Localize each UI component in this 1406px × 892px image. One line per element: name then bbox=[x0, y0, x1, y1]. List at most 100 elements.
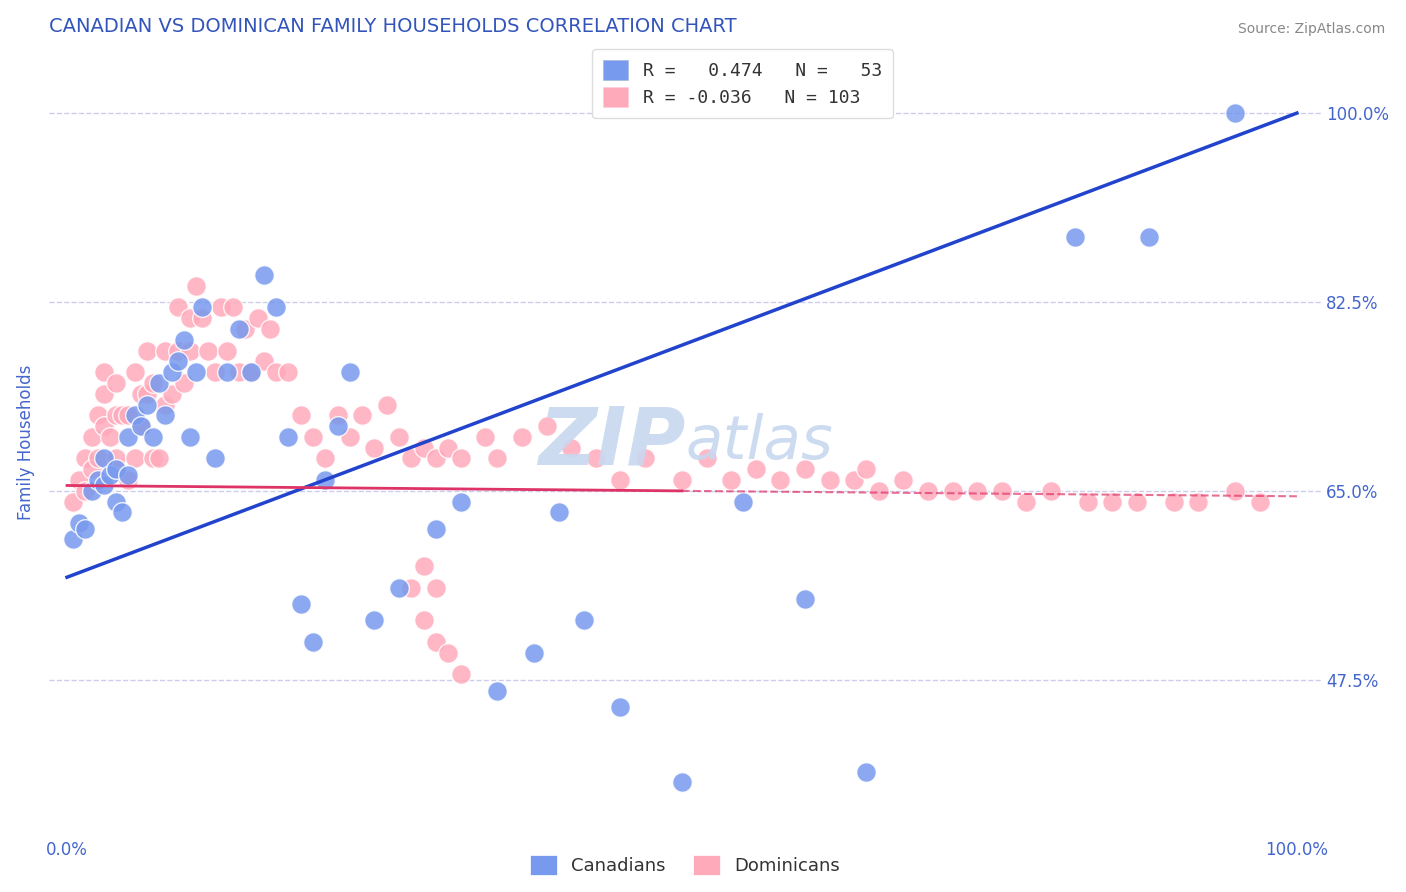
Point bbox=[215, 365, 238, 379]
Point bbox=[80, 462, 103, 476]
Point bbox=[87, 473, 110, 487]
Point bbox=[166, 301, 188, 315]
Point bbox=[228, 365, 250, 379]
Point bbox=[148, 376, 170, 390]
Point bbox=[93, 451, 115, 466]
Point bbox=[179, 430, 201, 444]
Point bbox=[314, 473, 336, 487]
Point bbox=[117, 467, 139, 482]
Point bbox=[412, 441, 434, 455]
Point bbox=[917, 483, 939, 498]
Point bbox=[142, 430, 165, 444]
Point bbox=[891, 473, 914, 487]
Point bbox=[437, 646, 460, 660]
Point bbox=[80, 483, 103, 498]
Point bbox=[105, 409, 128, 423]
Point bbox=[474, 430, 496, 444]
Point bbox=[339, 365, 361, 379]
Point bbox=[437, 441, 460, 455]
Point bbox=[191, 311, 214, 326]
Point bbox=[155, 398, 177, 412]
Point bbox=[941, 483, 963, 498]
Point bbox=[290, 597, 312, 611]
Point bbox=[264, 365, 287, 379]
Point bbox=[142, 376, 165, 390]
Point bbox=[671, 775, 693, 789]
Point bbox=[352, 409, 374, 423]
Text: CANADIAN VS DOMINICAN FAMILY HOUSEHOLDS CORRELATION CHART: CANADIAN VS DOMINICAN FAMILY HOUSEHOLDS … bbox=[49, 17, 737, 36]
Point bbox=[105, 462, 128, 476]
Point bbox=[142, 451, 165, 466]
Point bbox=[124, 451, 146, 466]
Point bbox=[67, 516, 90, 531]
Point bbox=[75, 522, 97, 536]
Point bbox=[1137, 230, 1160, 244]
Point bbox=[62, 533, 84, 547]
Point bbox=[264, 301, 287, 315]
Point bbox=[855, 764, 877, 779]
Point bbox=[117, 473, 139, 487]
Point bbox=[246, 311, 269, 326]
Point bbox=[412, 614, 434, 628]
Point bbox=[186, 365, 208, 379]
Text: atlas: atlas bbox=[685, 413, 832, 472]
Point bbox=[1064, 230, 1087, 244]
Point bbox=[124, 409, 146, 423]
Point bbox=[486, 683, 509, 698]
Text: Source: ZipAtlas.com: Source: ZipAtlas.com bbox=[1237, 22, 1385, 37]
Point bbox=[671, 473, 693, 487]
Point bbox=[609, 473, 631, 487]
Point bbox=[326, 419, 349, 434]
Point bbox=[523, 646, 546, 660]
Point bbox=[425, 635, 447, 649]
Point bbox=[314, 451, 336, 466]
Point bbox=[277, 365, 299, 379]
Point bbox=[98, 430, 121, 444]
Point bbox=[155, 343, 177, 358]
Point bbox=[204, 365, 226, 379]
Point bbox=[363, 441, 385, 455]
Point bbox=[510, 430, 533, 444]
Point bbox=[62, 494, 84, 508]
Point bbox=[560, 441, 582, 455]
Point bbox=[585, 451, 607, 466]
Legend: Canadians, Dominicans: Canadians, Dominicans bbox=[523, 848, 848, 882]
Point bbox=[105, 451, 128, 466]
Point bbox=[966, 483, 988, 498]
Point bbox=[1101, 494, 1123, 508]
Point bbox=[124, 365, 146, 379]
Point bbox=[186, 278, 208, 293]
Point bbox=[93, 419, 115, 434]
Point bbox=[105, 376, 128, 390]
Point bbox=[228, 322, 250, 336]
Point bbox=[136, 343, 159, 358]
Point bbox=[117, 430, 139, 444]
Point bbox=[87, 451, 110, 466]
Point bbox=[450, 667, 472, 681]
Point bbox=[412, 559, 434, 574]
Point bbox=[179, 311, 201, 326]
Point bbox=[302, 430, 325, 444]
Point bbox=[1126, 494, 1149, 508]
Point bbox=[155, 409, 177, 423]
Point bbox=[855, 462, 877, 476]
Point bbox=[1225, 106, 1247, 120]
Point bbox=[401, 451, 423, 466]
Point bbox=[548, 506, 571, 520]
Text: ZIP: ZIP bbox=[537, 403, 685, 482]
Point bbox=[1225, 483, 1247, 498]
Point bbox=[793, 591, 815, 606]
Point bbox=[277, 430, 299, 444]
Point bbox=[136, 398, 159, 412]
Point bbox=[302, 635, 325, 649]
Point bbox=[990, 483, 1012, 498]
Point bbox=[215, 343, 238, 358]
Point bbox=[136, 386, 159, 401]
Point bbox=[75, 483, 97, 498]
Point bbox=[240, 365, 263, 379]
Point bbox=[233, 322, 256, 336]
Point bbox=[1187, 494, 1209, 508]
Point bbox=[1077, 494, 1099, 508]
Point bbox=[733, 494, 755, 508]
Point bbox=[401, 581, 423, 595]
